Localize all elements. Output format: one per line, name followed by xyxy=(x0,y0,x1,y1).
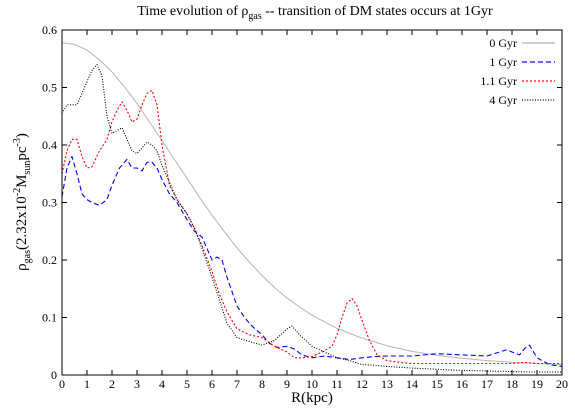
x-axis: 0 1 2 3 4 5 6 7 8 9 10 11 12 13 14 15 16 17 18 19 20 xyxy=(59,30,568,391)
x-tick-label: 2 xyxy=(109,377,115,391)
x-tick-label: 16 xyxy=(456,377,468,391)
x-tick-label: 10 xyxy=(306,377,318,391)
x-tick-label: 12 xyxy=(356,377,368,391)
y-tick-label: 0 xyxy=(51,368,57,382)
y-axis-label-group: ρgas(2.32x10-2Msunpc-3) xyxy=(12,133,33,271)
legend-label: 4 Gyr xyxy=(489,93,517,107)
series-line-0-gyr xyxy=(61,42,563,366)
legend-label: 1 Gyr xyxy=(489,55,517,69)
series-line-1-1-gyr xyxy=(61,89,562,365)
chart-title-prefix: Time evolution of ρ xyxy=(137,4,248,19)
chart-title-suffix: -- transition of DM states occurs at 1Gy… xyxy=(262,4,493,19)
y-axis-label: ρgas(2.32x10-2Msunpc-3) xyxy=(12,133,33,271)
x-tick-label: 6 xyxy=(209,377,215,391)
chart-title: Time evolution of ρgas -- transition of … xyxy=(137,4,493,22)
series-line-1-gyr xyxy=(61,155,563,367)
chart-title-subscript: gas xyxy=(248,11,261,22)
y-tick-label: 0.4 xyxy=(42,138,57,152)
x-tick-label: 19 xyxy=(531,377,543,391)
y-tick-label: 0.2 xyxy=(42,253,57,267)
x-tick-label: 9 xyxy=(284,377,290,391)
x-tick-label: 17 xyxy=(481,377,493,391)
x-tick-label: 7 xyxy=(234,377,240,391)
x-tick-label: 20 xyxy=(556,377,568,391)
x-tick-label: 11 xyxy=(331,377,343,391)
x-tick-label: 4 xyxy=(159,377,165,391)
legend: 0 Gyr 1 Gyr 1.1 Gyr 4 Gyr xyxy=(480,36,555,107)
y-axis: 0 0.1 0.2 0.3 0.4 0.5 0.6 xyxy=(42,23,562,382)
series-line-4-gyr xyxy=(61,63,562,373)
x-tick-label: 5 xyxy=(184,377,190,391)
legend-label: 0 Gyr xyxy=(489,36,517,50)
x-tick-label: 0 xyxy=(59,377,65,391)
y-tick-label: 0.5 xyxy=(42,81,57,95)
x-tick-label: 3 xyxy=(134,377,140,391)
x-tick-label: 14 xyxy=(406,377,418,391)
y-tick-label: 0.1 xyxy=(42,311,57,325)
x-tick-label: 15 xyxy=(431,377,443,391)
x-tick-label: 1 xyxy=(84,377,90,391)
series-layer xyxy=(61,42,563,373)
x-axis-label: R(kpc) xyxy=(291,390,333,406)
legend-label: 1.1 Gyr xyxy=(480,74,517,88)
y-tick-label: 0.6 xyxy=(42,23,57,37)
x-tick-label: 8 xyxy=(259,377,265,391)
x-tick-label: 18 xyxy=(506,377,518,391)
y-tick-label: 0.3 xyxy=(42,196,57,210)
x-tick-label: 13 xyxy=(381,377,393,391)
